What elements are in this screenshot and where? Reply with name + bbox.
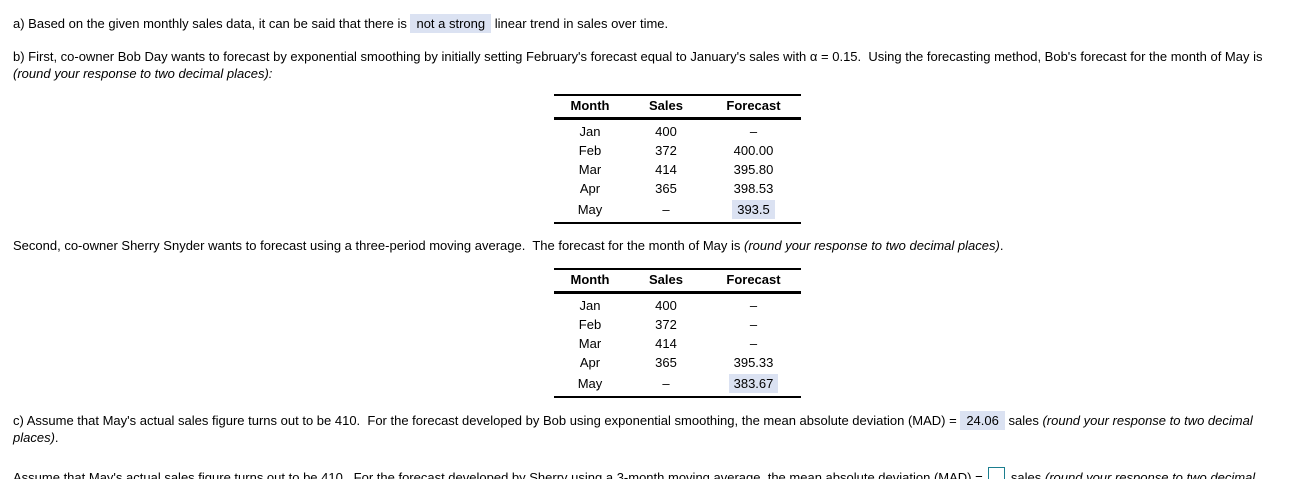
answer-highlight[interactable]: 393.5: [732, 200, 775, 219]
month-cell: Jan: [579, 298, 601, 313]
paragraph-second-period: .: [999, 238, 1004, 253]
sales-cell: 400: [655, 124, 677, 139]
sales-cell: 372: [655, 143, 677, 158]
month-cell: Mar: [578, 162, 602, 177]
paragraph-d-text: Assume that May's actual sales figure tu…: [13, 470, 987, 479]
table-row: May – 393.5: [554, 198, 801, 223]
paragraph-second-instruction: (round your response to two decimal plac…: [744, 238, 1000, 253]
month-cell: Mar: [578, 336, 602, 351]
month-cell: May: [577, 202, 603, 217]
paragraph-b-text: b) First, co-owner Bob Day wants to fore…: [13, 49, 1267, 64]
sales-cell: 414: [655, 336, 677, 351]
paragraph-a: a) Based on the given monthly sales data…: [13, 14, 1292, 33]
paragraph-c: c) Assume that May's actual sales figure…: [13, 411, 1292, 446]
table-row: Apr 365 395.33: [554, 353, 801, 372]
table-row: Mar 414 395.80: [554, 160, 801, 179]
table-row: Apr 365 398.53: [554, 179, 801, 198]
forecast-cell: –: [749, 124, 758, 139]
column-header-sales: Sales: [626, 269, 706, 294]
paragraph-b-instruction: (round your response to two decimal plac…: [13, 66, 273, 81]
table-row: Feb 372 –: [554, 315, 801, 334]
sales-cell: 365: [655, 181, 677, 196]
paragraph-d-mid: sales: [1007, 470, 1045, 479]
month-cell: Jan: [579, 124, 601, 139]
answer-highlight[interactable]: 383.67: [728, 374, 779, 393]
sales-cell: 414: [655, 162, 677, 177]
paragraph-c-period: .: [54, 430, 59, 445]
answer-highlight-trend[interactable]: not a strong: [410, 14, 492, 33]
mad-answer-input[interactable]: [988, 467, 1006, 479]
sales-cell: –: [662, 202, 670, 217]
paragraph-a-suffix: linear trend in sales over time.: [491, 16, 669, 31]
column-header-forecast: Forecast: [706, 269, 801, 294]
table-header-row: Month Sales Forecast: [554, 269, 801, 294]
column-header-month: Month: [554, 269, 626, 294]
answer-highlight-mad-bob[interactable]: 24.06: [960, 411, 1005, 430]
moving-average-table: Month Sales Forecast Jan 400 – Feb 372 – Mar 41…: [554, 268, 801, 398]
paragraph-d-instruction: (round your response to two decimal plac…: [1044, 470, 1256, 479]
forecast-cell: –: [749, 317, 758, 332]
table-row: Mar 414 –: [554, 334, 801, 353]
column-header-sales: Sales: [626, 95, 706, 120]
table-row: Feb 372 400.00: [554, 141, 801, 160]
month-cell: Feb: [578, 143, 602, 158]
exponential-smoothing-table: Month Sales Forecast Jan 400 – Feb 372 400.00…: [554, 94, 801, 224]
column-header-month: Month: [554, 95, 626, 120]
month-cell: Feb: [578, 317, 602, 332]
sales-cell: 400: [655, 298, 677, 313]
sales-cell: 365: [655, 355, 677, 370]
forecast-cell: 383.67: [706, 372, 801, 397]
paragraph-c-instruction: (round your response to two decimal plac…: [13, 413, 1257, 445]
table-header-row: Month Sales Forecast: [554, 95, 801, 120]
paragraph-b: b) First, co-owner Bob Day wants to fore…: [13, 48, 1292, 82]
forecast-cell: 398.53: [733, 181, 774, 196]
paragraph-c-text: c) Assume that May's actual sales figure…: [13, 413, 961, 428]
column-header-forecast: Forecast: [706, 95, 801, 120]
forecast-cell: –: [749, 336, 758, 351]
forecast-cell: 393.5: [706, 198, 801, 223]
sales-cell: 372: [655, 317, 677, 332]
forecast-cell: –: [749, 298, 758, 313]
month-cell: Apr: [579, 181, 601, 196]
sales-cell: –: [662, 376, 670, 391]
paragraph-second-text: Second, co-owner Sherry Snyder wants to …: [13, 238, 745, 253]
paragraph-c-mid: sales: [1004, 413, 1043, 428]
forecast-cell: 395.33: [733, 355, 774, 370]
table-row: Jan 400 –: [554, 119, 801, 142]
forecast-cell: 400.00: [733, 143, 774, 158]
paragraph-a-text: a) Based on the given monthly sales data…: [13, 16, 411, 31]
table-row: Jan 400 –: [554, 293, 801, 316]
table-row: May – 383.67: [554, 372, 801, 397]
month-cell: May: [577, 376, 603, 391]
month-cell: Apr: [579, 355, 601, 370]
paragraph-second: Second, co-owner Sherry Snyder wants to …: [13, 237, 1292, 254]
forecast-cell: 395.80: [733, 162, 774, 177]
paragraph-d: Assume that May's actual sales figure tu…: [13, 467, 1292, 479]
question-page: a) Based on the given monthly sales data…: [0, 14, 1305, 479]
